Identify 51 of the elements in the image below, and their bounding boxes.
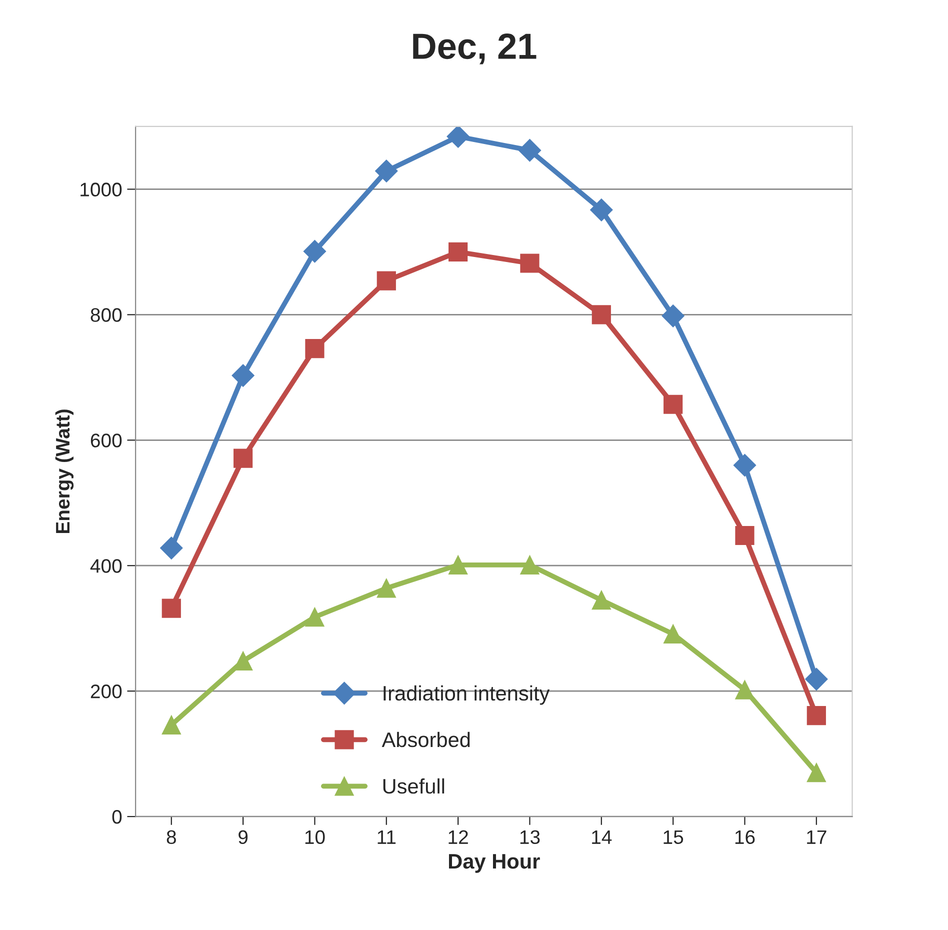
point — [592, 590, 611, 610]
point — [234, 448, 253, 468]
x-tick-label: 17 — [807, 830, 826, 844]
y-tick-label: 800 — [90, 308, 122, 322]
point — [735, 680, 754, 700]
point — [448, 555, 468, 575]
legend-label: Usefull — [383, 778, 444, 794]
point — [664, 394, 683, 414]
y-tick-label: 0 — [112, 810, 122, 824]
x-axis-title: Day Hour — [448, 854, 540, 873]
point — [376, 578, 396, 598]
y-tick-label: 200 — [90, 684, 122, 698]
point — [518, 138, 542, 162]
point — [376, 271, 396, 290]
x-tick-label: 14 — [592, 830, 612, 844]
point — [162, 715, 181, 734]
point — [520, 555, 540, 575]
point — [733, 454, 756, 477]
legend-label: Absorbed — [382, 732, 470, 748]
x-tick-label: 12 — [448, 830, 468, 844]
point — [162, 598, 181, 618]
point — [448, 242, 468, 262]
point — [520, 254, 540, 273]
point — [806, 763, 826, 782]
point — [375, 160, 398, 182]
point — [805, 668, 828, 690]
point — [664, 624, 683, 644]
x-tick-label: 10 — [305, 830, 325, 844]
point — [303, 240, 326, 263]
y-axis-title: Energy (Watt) — [55, 410, 74, 534]
x-tick-label: 16 — [735, 830, 755, 844]
point — [590, 198, 613, 222]
chart-title: Dec, 21 — [413, 34, 536, 64]
y-tick-label: 600 — [90, 434, 122, 448]
legend-label: Iradiation intensity — [384, 685, 550, 705]
point — [446, 126, 470, 148]
x-tick-label: 11 — [378, 830, 396, 844]
point — [232, 364, 254, 387]
point — [305, 339, 324, 358]
x-tick-label: 9 — [238, 830, 248, 844]
x-tick-label: 15 — [664, 830, 684, 844]
point — [592, 305, 611, 324]
point — [662, 304, 684, 328]
point — [305, 608, 324, 627]
x-tick-label: 8 — [166, 830, 176, 844]
y-tick-label: 1000 — [80, 182, 122, 196]
point — [806, 706, 826, 726]
x-tick-label: 13 — [520, 830, 540, 844]
point — [735, 526, 754, 546]
y-tick-label: 400 — [90, 559, 122, 573]
point — [160, 536, 183, 560]
